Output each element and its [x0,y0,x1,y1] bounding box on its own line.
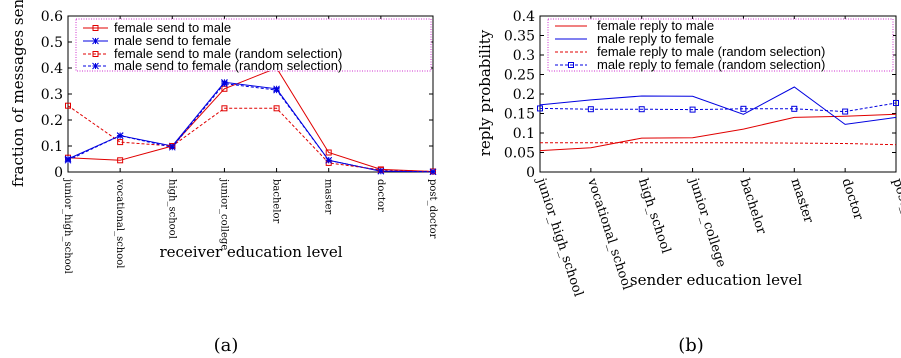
chart-a-series-3-point [273,86,280,94]
chart-a-legend-label: female send to male [114,20,231,35]
chart-b-series-3-point [740,105,747,112]
chart-b-legend-box [547,18,894,72]
chart-a-series-3-point [116,132,124,139]
chart-b-ytick-label: 0.05 [504,146,535,162]
chart-a-ytick-label: 0.3 [41,87,63,103]
chart-b-series-3-point [842,108,849,115]
chart-b-series-3-point [638,106,645,113]
chart-a-series-0-point [117,157,124,164]
chart-a: fraction of messages sent receiver educa… [9,0,438,356]
chart-a-series-3-point [325,156,333,164]
chart-a-series-3-line [67,83,434,173]
chart-a-xtick-label: post_doctor [427,179,438,239]
chart-a-legend-box [75,18,432,72]
chart-b-series-3-line [539,102,897,113]
chart-a-ytick-label: 0.4 [41,61,63,77]
chart-a-xtick-label: bachelor [271,179,282,224]
chart-b-ytick-label: 0.35 [504,29,535,45]
chart-a-caption: (a) [214,335,239,356]
chart-b-xlabel: sender education level [630,271,802,289]
chart-a-series-2-point [117,139,124,146]
chart-a-series-2-point [273,105,280,112]
chart-b-xtick-label: junior_college [685,175,729,270]
chart-b-series-3-point [893,99,899,106]
chart-b-series-2-line [540,142,897,146]
chart-b-legend-label: female reply to male [597,18,714,33]
chart-a-ytick-label: 0.5 [41,35,63,51]
chart-a-legend-marker [92,62,99,70]
chart-a-series-0-point [325,149,332,156]
chart-a-series-3-point [429,168,437,176]
chart-b-legend-label: male reply to female (random selection) [597,57,825,72]
chart-b-xtick-label: master [787,177,816,226]
chart-a-xlabel: receiver education level [159,243,342,261]
chart-b-series-3-point [791,105,798,112]
chart-b-series-3-point [587,106,594,113]
chart-a-xtick-label: junior_college [218,178,229,250]
chart-a-series-3-point [377,167,385,175]
chart-a-xtick-label: high_school [166,179,177,239]
chart-b-caption: (b) [678,335,704,356]
chart-a-ytick-label: 0 [54,165,63,181]
chart-b-ytick-label: 0.25 [504,68,535,84]
chart-a-series-3-point [221,80,228,87]
chart-a-xtick-label: vocational_school [114,178,125,268]
chart-b-xtick-label: bachelor [737,177,769,237]
chart-a-series-2-point [221,105,228,112]
chart-b-ylabel: reply probability [476,29,494,156]
chart-a-ytick-label: 0.2 [41,113,63,129]
chart-a-xtick-label: junior_high_school [62,178,73,274]
chart-b-ytick-label: 0.15 [504,107,535,123]
chart-a-legend-marker [92,25,99,31]
chart-a-legend-marker [92,51,99,57]
chart-b-ytick-label: 0.4 [513,9,535,25]
chart-a-legend-label: female send to male (random selection) [114,46,342,61]
chart-b: reply probability sender education level… [476,9,901,356]
chart-b-legend-marker [568,62,574,68]
chart-b-ytick-label: 0.2 [513,87,535,103]
chart-b-xtick-label: junior_high_school [533,175,586,299]
chart-a-ytick-label: 0.1 [41,139,63,155]
chart-b-series-1-line [539,86,897,125]
chart-a-legend-label: male send to female (random selection) [114,58,342,73]
chart-b-legend-label: male reply to female [597,31,714,46]
chart-b-series-3-point [689,106,696,113]
chart-a-ytick-label: 0.6 [41,9,63,25]
chart-b-xtick-label: doctor [838,177,866,223]
chart-a-series-2-point [65,102,71,109]
chart-b-ytick-label: 0.3 [513,48,535,64]
chart-b-series-0-line [539,113,897,152]
chart-a-series-3-point [64,156,72,164]
chart-b-xtick-label: vocational_school [584,176,635,292]
chart-b-legend-label: female reply to male (random selection) [597,44,825,59]
chart-b-series-3-point [537,105,543,112]
chart-a-legend-marker [92,37,99,45]
chart-a-legend-label: male send to female [114,33,231,48]
chart-a-xtick-label: doctor [375,179,386,212]
chart-b-xtick-label: post_doctor [889,177,901,256]
chart-b-xtick-label: high_school [635,177,673,256]
chart-a-xtick-label: master [323,179,334,215]
chart-a-series-3-point [168,143,176,151]
chart-a-series-0-line [67,67,434,172]
chart-b-ytick-label: 0.1 [513,126,535,142]
chart-b-ytick-label: 0 [526,165,535,181]
chart-a-ylabel: fraction of messages sent [9,0,27,187]
